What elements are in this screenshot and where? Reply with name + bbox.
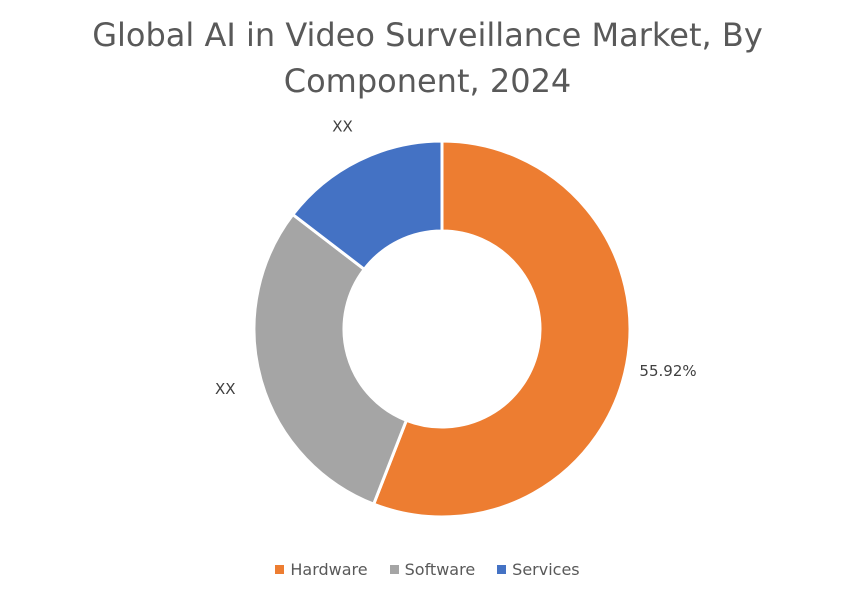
chart-title-line-2: Component, 2024 [283, 62, 572, 100]
chart-legend: Hardware Software Services [0, 560, 855, 579]
chart-title: Global AI in Video Surveillance Market, … [0, 12, 855, 104]
legend-swatch-services [497, 565, 507, 574]
legend-label-hardware: Hardware [290, 560, 368, 579]
donut-slice-hardware [371, 139, 632, 519]
legend-swatch-hardware [275, 565, 285, 574]
donut-slice-software [252, 212, 409, 507]
data-label-software: XX [215, 380, 236, 398]
legend-item-software: Software [389, 560, 476, 579]
donut-data-labels: 55.92% XX XX [215, 118, 697, 398]
legend-label-software: Software [404, 560, 476, 579]
donut-slice-services [290, 139, 444, 272]
legend-swatch-software [389, 565, 399, 574]
chart-title-line-1: Global AI in Video Surveillance Market, … [92, 16, 763, 54]
data-label-services: XX [332, 118, 353, 136]
data-label-hardware: 55.92% [639, 362, 696, 380]
legend-item-services: Services [497, 560, 580, 579]
legend-label-services: Services [512, 560, 580, 579]
donut-slices [252, 139, 632, 519]
legend-item-hardware: Hardware [275, 560, 368, 579]
